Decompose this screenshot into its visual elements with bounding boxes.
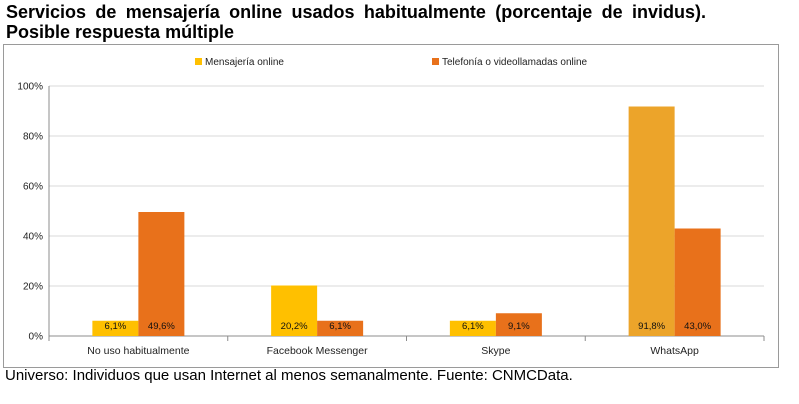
category-label: Facebook Messenger [267, 345, 368, 357]
y-tick-label: 80% [23, 132, 43, 143]
bar [92, 320, 139, 336]
legend-swatch [432, 58, 439, 65]
bar-chart: 0% 20% 40% 60% 80% 100% 6,1% 49,6% No uso habitu… [17, 57, 765, 357]
data-label: 6,1% [462, 321, 484, 332]
chart-frame: 0% 20% 40% 60% 80% 100% 6,1% 49,6% No uso habitu… [3, 44, 779, 368]
data-label: 6,1% [329, 321, 351, 332]
bar [449, 320, 496, 336]
bar [628, 106, 675, 336]
category-label: WhatsApp [650, 345, 699, 357]
bar [138, 212, 185, 336]
legend-label: Telefonía o videollamadas online [442, 57, 588, 68]
data-label: 9,1% [508, 321, 530, 332]
data-label: 20,2% [281, 321, 308, 332]
y-tick-label: 40% [23, 232, 43, 243]
y-tick-label: 100% [17, 82, 43, 93]
bar [271, 285, 318, 336]
data-label: 6,1% [105, 321, 127, 332]
bar [317, 320, 364, 336]
y-tick-label: 60% [23, 182, 43, 193]
category-label: No uso habitualmente [87, 345, 189, 357]
source-footnote: Universo: Individuos que usan Internet a… [5, 367, 573, 384]
data-label: 43,0% [684, 321, 711, 332]
legend-swatch [195, 58, 202, 65]
category-label: Skype [481, 345, 510, 357]
bar [495, 313, 542, 336]
data-label: 91,8% [638, 321, 665, 332]
chart-title: Servicios de mensajería online usados ha… [6, 2, 706, 42]
bar [674, 228, 721, 336]
legend-label: Mensajería online [205, 57, 284, 68]
y-tick-label: 20% [23, 282, 43, 293]
y-tick-label: 0% [29, 332, 44, 343]
data-label: 49,6% [148, 321, 175, 332]
